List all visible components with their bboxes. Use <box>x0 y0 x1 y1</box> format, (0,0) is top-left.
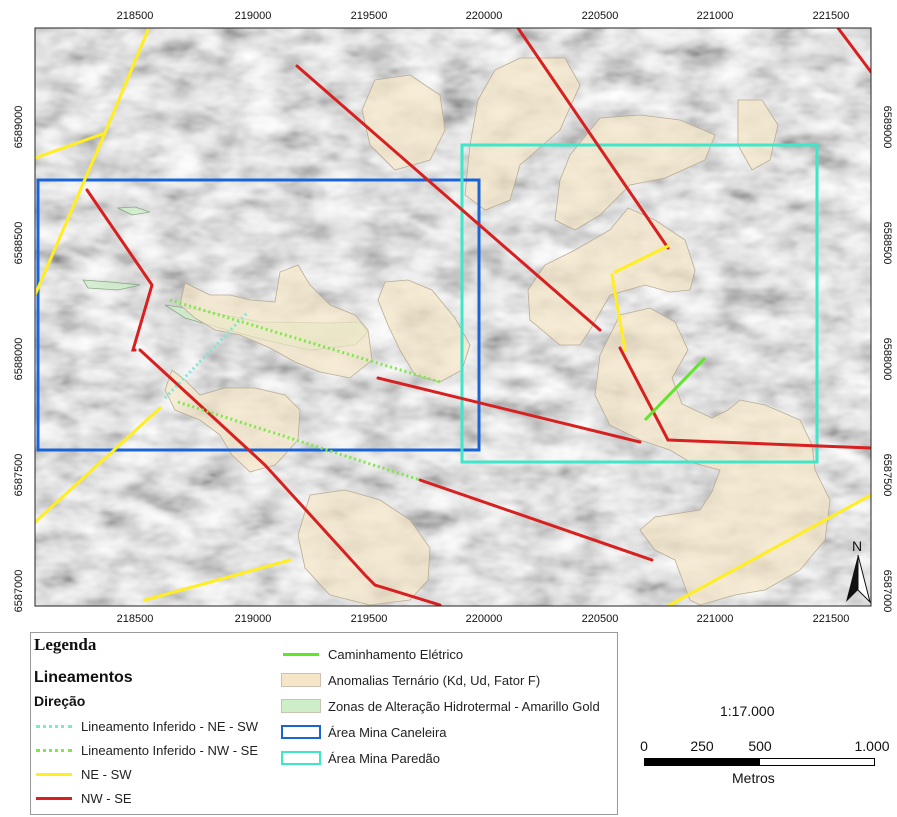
lineaments-ne-sw <box>35 28 871 606</box>
caminhamento-eletrico-line <box>643 356 707 422</box>
legend-item-ne-sw: NE - SW <box>34 765 132 783</box>
legend-item-inferred-ne-sw: Lineamento Inferido - NE - SW <box>34 717 258 735</box>
legend-label: Lineamento Inferido - NE - SW <box>81 718 259 734</box>
scale-unit: Metros <box>732 770 775 786</box>
legend-title: Legenda <box>34 635 97 654</box>
legend-item-area-paredao: Área Mina Paredão <box>281 749 440 767</box>
lineaments-nw-se <box>85 28 871 606</box>
x-tick-bottom: 220500 <box>582 613 619 625</box>
north-label: N <box>852 538 862 554</box>
legend-label: NW - SE <box>81 790 132 806</box>
y-tick-right: 6589000 <box>881 106 893 149</box>
x-tick-bottom: 221500 <box>813 613 850 625</box>
y-tick-left: 6587000 <box>13 570 25 613</box>
x-tick-bottom: 218500 <box>117 613 154 625</box>
scale-tick: 250 <box>690 738 714 754</box>
legend-swatch <box>281 725 321 739</box>
legend: Legenda Lineamentos Direção Lineamento I… <box>30 632 618 815</box>
area-mina-caneleira <box>36 178 481 452</box>
legend-label: Zonas de Alteração Hidrotermal - Amarill… <box>328 698 600 714</box>
y-tick-right: 6587500 <box>881 454 893 497</box>
y-tick-left: 6589000 <box>13 106 25 149</box>
legend-swatch <box>281 751 321 765</box>
legend-swatch <box>281 699 321 713</box>
legend-item-caminhamento: Caminhamento Elétrico <box>281 645 463 663</box>
legend-swatch <box>34 719 74 733</box>
legend-label: Área Mina Caneleira <box>328 724 447 740</box>
axis-ticks: 218500 219000 219500 220000 220500 22100… <box>13 10 893 625</box>
scale-tick: 500 <box>748 738 772 754</box>
x-tick-top: 221000 <box>697 10 734 22</box>
legend-label: Área Mina Paredão <box>328 750 441 766</box>
legend-label: Lineamento Inferido - NW - SE <box>81 742 259 758</box>
x-tick-top: 221500 <box>813 10 850 22</box>
scale-segment-black <box>644 758 760 766</box>
legend-item-nw-se: NW - SE <box>34 789 132 807</box>
x-tick-top: 220500 <box>582 10 619 22</box>
legend-group-heading: Lineamentos <box>34 669 133 686</box>
legend-label: Anomalias Ternário (Kd, Ud, Fator F) <box>328 672 541 688</box>
legend-item-zonas-alteracao: Zonas de Alteração Hidrotermal - Amarill… <box>281 697 600 715</box>
x-tick-top: 220000 <box>466 10 503 22</box>
scale-tick: 1.000 <box>854 738 890 754</box>
y-tick-left: 6588000 <box>13 338 25 381</box>
map-border <box>34 27 872 607</box>
area-mina-paredao <box>460 143 819 464</box>
x-tick-top: 218500 <box>117 10 154 22</box>
north-arrow: N <box>846 538 871 604</box>
anomaly-polygons <box>164 57 831 606</box>
legend-swatch <box>281 647 321 661</box>
x-tick-bottom: 221000 <box>697 613 734 625</box>
x-tick-bottom: 219500 <box>351 613 388 625</box>
x-tick-bottom: 220000 <box>466 613 503 625</box>
x-tick-top: 219500 <box>351 10 388 22</box>
scale-tick: 0 <box>640 738 648 754</box>
y-tick-right: 6587000 <box>881 570 893 613</box>
y-tick-right: 6588500 <box>881 222 893 265</box>
x-tick-top: 219000 <box>235 10 272 22</box>
x-tick-bottom: 219000 <box>235 613 272 625</box>
legend-item-area-caneleira: Área Mina Caneleira <box>281 723 447 741</box>
legend-swatch <box>34 791 74 805</box>
scale-ratio: 1:17.000 <box>720 703 775 719</box>
legend-item-inferred-nw-se: Lineamento Inferido - NW - SE <box>34 741 258 759</box>
legend-swatch <box>34 767 74 781</box>
scale-bar: 1:17.000 0 250 500 1.000 Metros <box>632 700 892 790</box>
legend-swatch <box>281 673 321 687</box>
legend-item-anomalias: Anomalias Ternário (Kd, Ud, Fator F) <box>281 671 540 689</box>
y-tick-right: 6588000 <box>881 338 893 381</box>
scale-segment-white <box>759 758 875 766</box>
y-tick-left: 6588500 <box>13 222 25 265</box>
legend-sub-heading: Direção <box>34 693 86 709</box>
map-area[interactable]: N <box>35 28 871 606</box>
y-tick-left: 6587500 <box>13 454 25 497</box>
map-frame: N 218500 219000 219500 220000 220500 221… <box>13 10 893 625</box>
legend-label: NE - SW <box>81 766 132 782</box>
lineaments-inferred <box>163 298 441 482</box>
legend-label: Caminhamento Elétrico <box>328 646 464 662</box>
legend-swatch <box>34 743 74 757</box>
